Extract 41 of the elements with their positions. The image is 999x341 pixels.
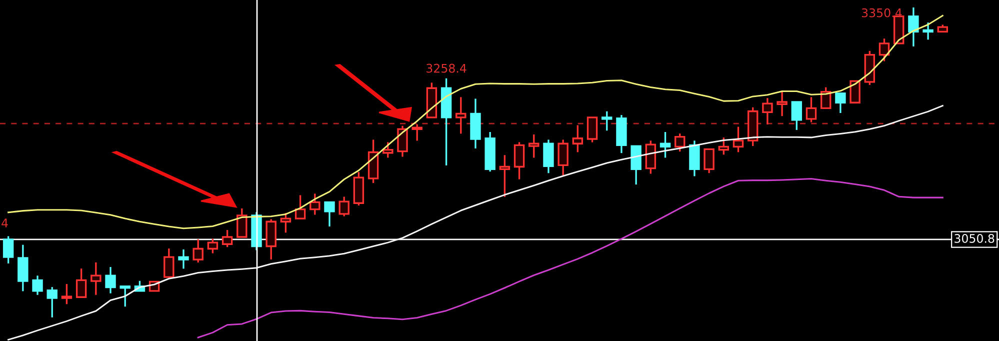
text: 3050.8 [954, 234, 994, 243]
candlestick [76, 268, 87, 298]
candlestick [776, 92, 788, 116]
candlestick [543, 140, 554, 174]
candlestick [412, 124, 422, 141]
candlestick [514, 142, 525, 180]
candlestick [470, 98, 481, 148]
candlestick [806, 97, 817, 122]
candlestick [937, 24, 948, 33]
candlestick [791, 101, 802, 130]
candlestick [120, 286, 130, 307]
annotation: 4 [2, 218, 8, 228]
candlestick [586, 116, 598, 142]
candlestick [850, 80, 860, 104]
candlestick [660, 132, 671, 158]
candlestick [689, 140, 700, 176]
candlestick [397, 126, 408, 157]
candlestick [835, 92, 846, 114]
candlestick [630, 145, 642, 185]
candlestick [558, 140, 568, 176]
candlestick [426, 82, 438, 118]
candlestick [178, 249, 189, 269]
candlestick [294, 195, 306, 220]
candlestick [762, 98, 773, 124]
candlestick [18, 244, 28, 292]
candlestick [105, 267, 116, 294]
candlestick [440, 78, 452, 166]
candlestick [616, 115, 627, 154]
candlestick [46, 287, 58, 318]
candlestick [266, 219, 276, 260]
candlestick [324, 201, 335, 226]
candlestick [90, 262, 102, 295]
text: 3350.4 [862, 8, 902, 18]
candlestick [32, 276, 43, 295]
candlestick [528, 134, 540, 158]
candlestick [908, 7, 919, 46]
text: 3258.4 [426, 64, 466, 73]
candlestick [456, 97, 466, 134]
candlestick [499, 155, 510, 197]
candlestick [922, 22, 934, 40]
candlestick [704, 148, 714, 174]
